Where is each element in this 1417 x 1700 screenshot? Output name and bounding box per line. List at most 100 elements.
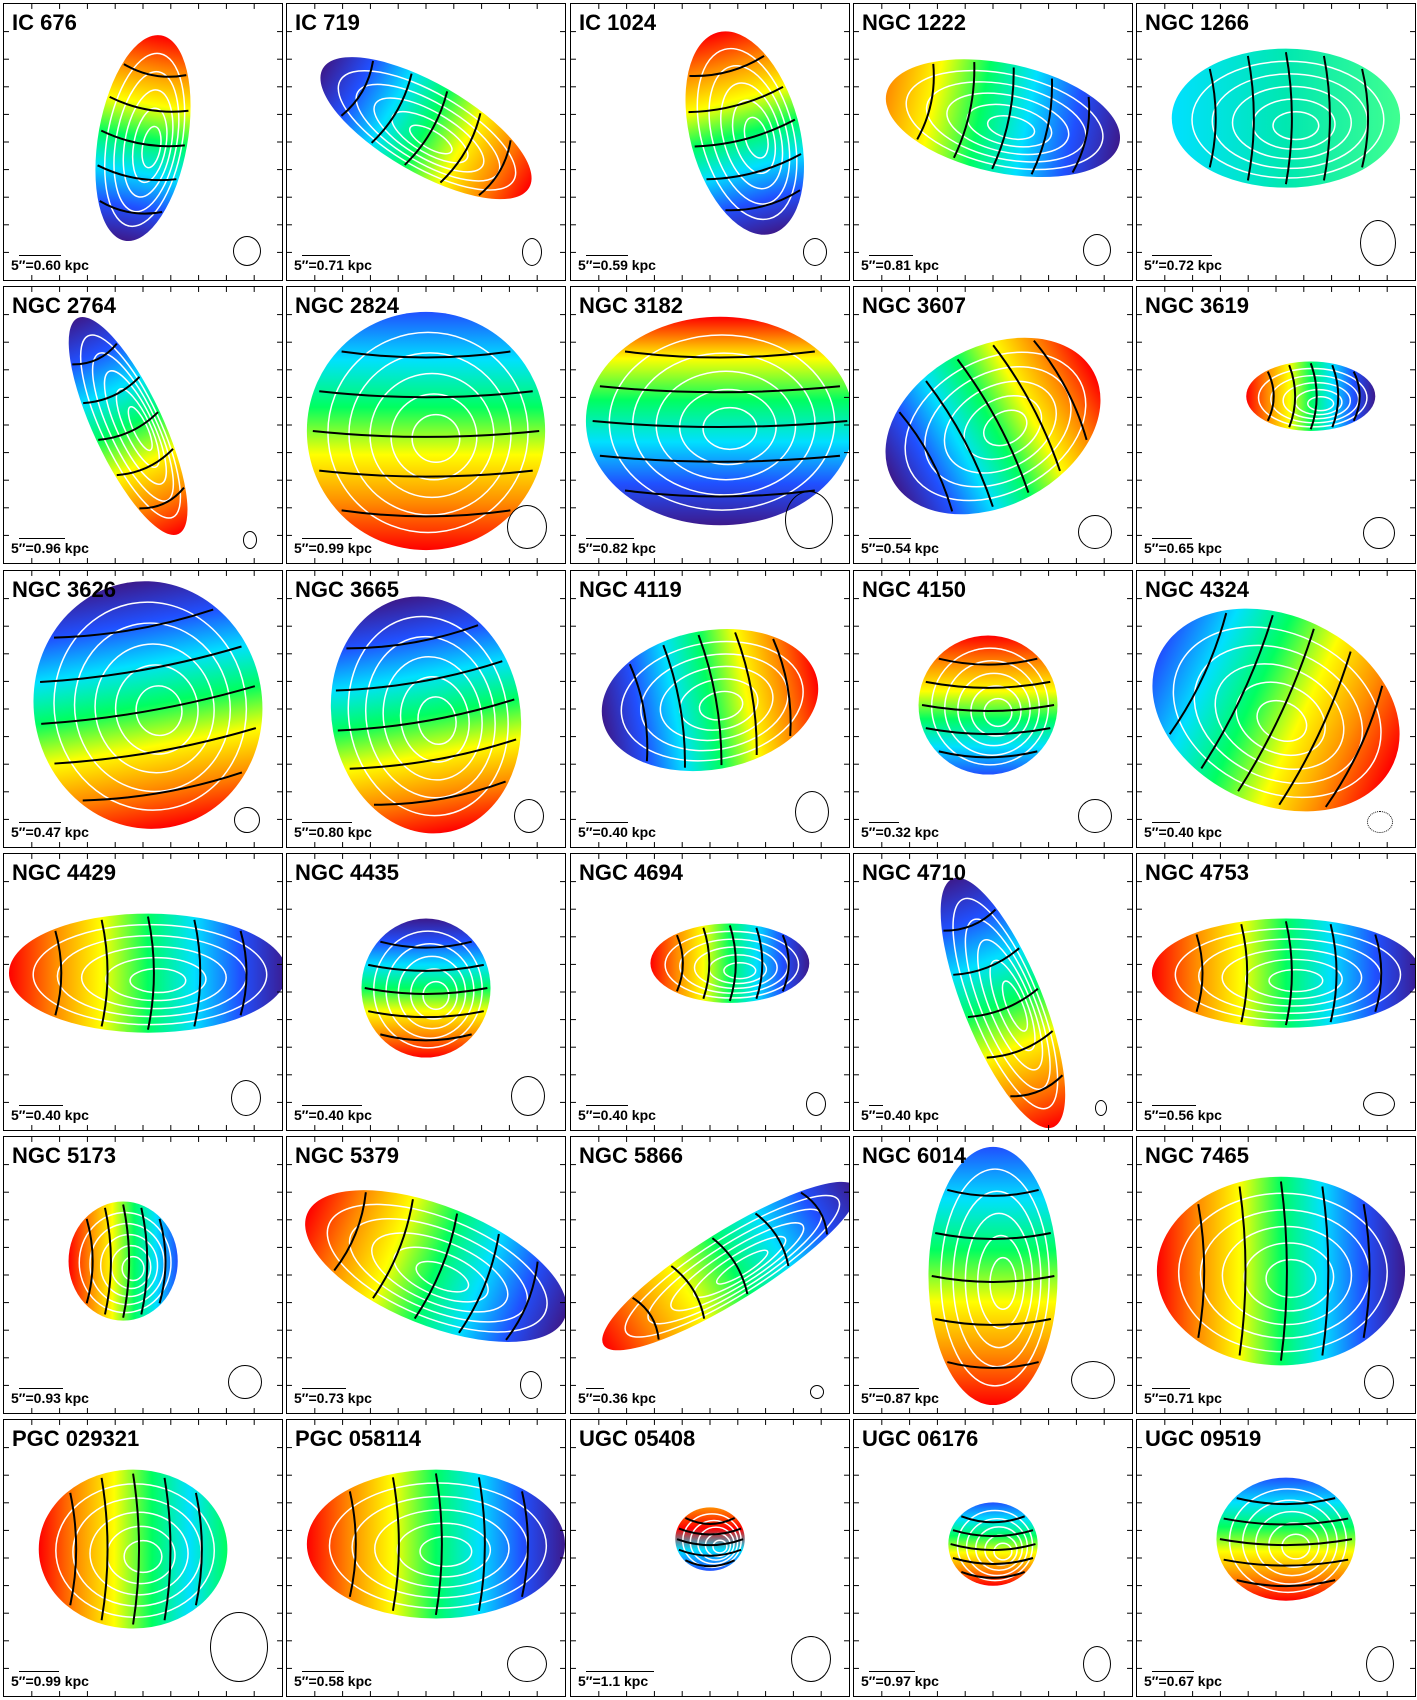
isovelocity-contour bbox=[986, 1030, 1054, 1059]
isovelocity-contour bbox=[100, 129, 185, 148]
velocity-field bbox=[330, 596, 522, 834]
isovelocity-contour bbox=[706, 153, 802, 181]
scale-bar-label: 5″=0.40 kpc bbox=[294, 1107, 372, 1123]
beam-ellipse bbox=[806, 1092, 826, 1116]
isovelocity-contour bbox=[947, 1188, 1039, 1197]
isovelocity-contour bbox=[146, 916, 155, 1030]
velocity-map-panel: NGC 1222 5″=0.81 kpc bbox=[853, 3, 1133, 281]
velocity-field-image bbox=[1137, 571, 1415, 847]
scale-bar-line bbox=[302, 1388, 346, 1389]
isovelocity-contour bbox=[953, 62, 976, 159]
isovelocity-contour bbox=[1237, 628, 1315, 792]
isovelocity-contour bbox=[109, 95, 189, 113]
velocity-field-image bbox=[4, 4, 282, 280]
isovelocity-contour bbox=[346, 624, 479, 650]
velocity-map-panel: UGC 09519 5″=0.67 kpc bbox=[1136, 1419, 1416, 1697]
scale-bar: 5″=0.96 kpc bbox=[11, 538, 89, 556]
beam-ellipse bbox=[507, 505, 547, 549]
velocity-field bbox=[602, 1181, 849, 1351]
scale-bar-line bbox=[19, 255, 61, 256]
galaxy-name: NGC 4753 bbox=[1145, 860, 1249, 885]
velocity-field-image bbox=[854, 4, 1132, 280]
isovelocity-contour bbox=[368, 1010, 484, 1019]
intensity-contour bbox=[1265, 1258, 1317, 1299]
scale-bar-line bbox=[869, 538, 911, 539]
beam-ellipse bbox=[1366, 1646, 1394, 1682]
intensity-contour bbox=[127, 406, 153, 452]
velocity-field bbox=[1152, 608, 1400, 812]
scale-bar-label: 5″=0.93 kpc bbox=[11, 1390, 89, 1406]
intensity-contour bbox=[393, 1246, 489, 1303]
scale-bar-label: 5″=0.96 kpc bbox=[11, 540, 89, 556]
scale-bar-label: 5″=0.73 kpc bbox=[294, 1390, 372, 1406]
isovelocity-contour bbox=[1352, 371, 1361, 422]
scale-bar-line bbox=[1152, 538, 1192, 539]
isovelocity-contour bbox=[898, 411, 954, 512]
isovelocity-contour bbox=[72, 342, 118, 366]
isovelocity-contour bbox=[1030, 78, 1054, 175]
scale-bar-label: 5″=0.32 kpc bbox=[861, 824, 939, 840]
isovelocity-contour bbox=[319, 390, 533, 399]
scale-bar-label: 5″=0.58 kpc bbox=[294, 1673, 372, 1689]
intensity-contour bbox=[422, 980, 450, 1011]
intensity-contour bbox=[1243, 1242, 1335, 1312]
velocity-map-panel: NGC 3665 5″=0.80 kpc bbox=[286, 570, 566, 848]
isovelocity-contour bbox=[678, 1548, 742, 1557]
velocity-field-image bbox=[854, 571, 1132, 847]
isovelocity-contour bbox=[728, 925, 737, 1002]
scale-bar: 5″=0.40 kpc bbox=[294, 1105, 372, 1123]
intensity-contour bbox=[670, 1222, 805, 1312]
isovelocity-contour bbox=[1010, 1074, 1064, 1098]
isovelocity-contour bbox=[391, 1477, 400, 1611]
velocity-map-panel: NGC 2764 5″=0.96 kpc bbox=[3, 286, 283, 564]
scale-bar-label: 5″=0.80 kpc bbox=[294, 824, 372, 840]
isovelocity-contour bbox=[99, 200, 163, 215]
isovelocity-contour bbox=[755, 927, 764, 1000]
scale-bar: 5″=0.99 kpc bbox=[294, 538, 372, 556]
isovelocity-contour bbox=[434, 1473, 443, 1616]
velocity-field-image bbox=[4, 287, 282, 563]
isovelocity-contour bbox=[599, 454, 841, 463]
isovelocity-contour bbox=[1236, 1579, 1336, 1588]
intensity-contour bbox=[105, 956, 207, 1002]
galaxy-name: UGC 05408 bbox=[579, 1426, 696, 1451]
velocity-map-panel: NGC 4150 5″=0.32 kpc bbox=[853, 570, 1133, 848]
velocity-field bbox=[95, 35, 191, 241]
isovelocity-contour bbox=[1071, 96, 1091, 173]
beam-ellipse bbox=[810, 1385, 824, 1399]
scale-bar: 5″=0.40 kpc bbox=[11, 1105, 89, 1123]
galaxy-name: NGC 4119 bbox=[579, 577, 682, 602]
velocity-field-image bbox=[571, 1137, 849, 1413]
isovelocity-contour bbox=[193, 919, 202, 1027]
scale-bar-line bbox=[1152, 1105, 1196, 1106]
isovelocity-contour bbox=[85, 1218, 94, 1304]
scale-bar: 5″=0.97 kpc bbox=[861, 1671, 939, 1689]
velocity-map-panel: NGC 3607 5″=0.54 kpc bbox=[853, 286, 1133, 564]
scale-bar-line bbox=[1152, 255, 1212, 256]
scale-bar-line bbox=[1152, 822, 1180, 823]
isovelocity-contour bbox=[1324, 685, 1384, 808]
intensity-contour bbox=[1252, 98, 1336, 150]
isovelocity-contour bbox=[599, 385, 841, 394]
scale-bar: 5″=0.65 kpc bbox=[1144, 538, 1222, 556]
isovelocity-contour bbox=[711, 1237, 749, 1295]
isovelocity-contour bbox=[624, 350, 815, 359]
scale-bar: 5″=0.72 kpc bbox=[1144, 255, 1222, 273]
isovelocity-contour bbox=[82, 771, 243, 802]
beam-ellipse bbox=[511, 1076, 545, 1116]
velocity-field-image bbox=[571, 4, 849, 280]
isovelocity-contour bbox=[368, 963, 484, 972]
intensity-contour bbox=[409, 124, 453, 155]
intensity-contour bbox=[141, 125, 162, 169]
velocity-field-image bbox=[287, 854, 565, 1130]
galaxy-name: IC 1024 bbox=[579, 10, 657, 35]
scale-bar: 5″=0.93 kpc bbox=[11, 1388, 89, 1406]
intensity-contour bbox=[135, 685, 183, 737]
isovelocity-contour bbox=[341, 509, 511, 518]
velocity-field-image bbox=[1137, 1420, 1415, 1696]
galaxy-name: NGC 3626 bbox=[12, 577, 116, 602]
isovelocity-contour bbox=[333, 1192, 367, 1272]
intensity-contour bbox=[983, 697, 1013, 728]
galaxy-name: NGC 5173 bbox=[12, 1143, 116, 1168]
